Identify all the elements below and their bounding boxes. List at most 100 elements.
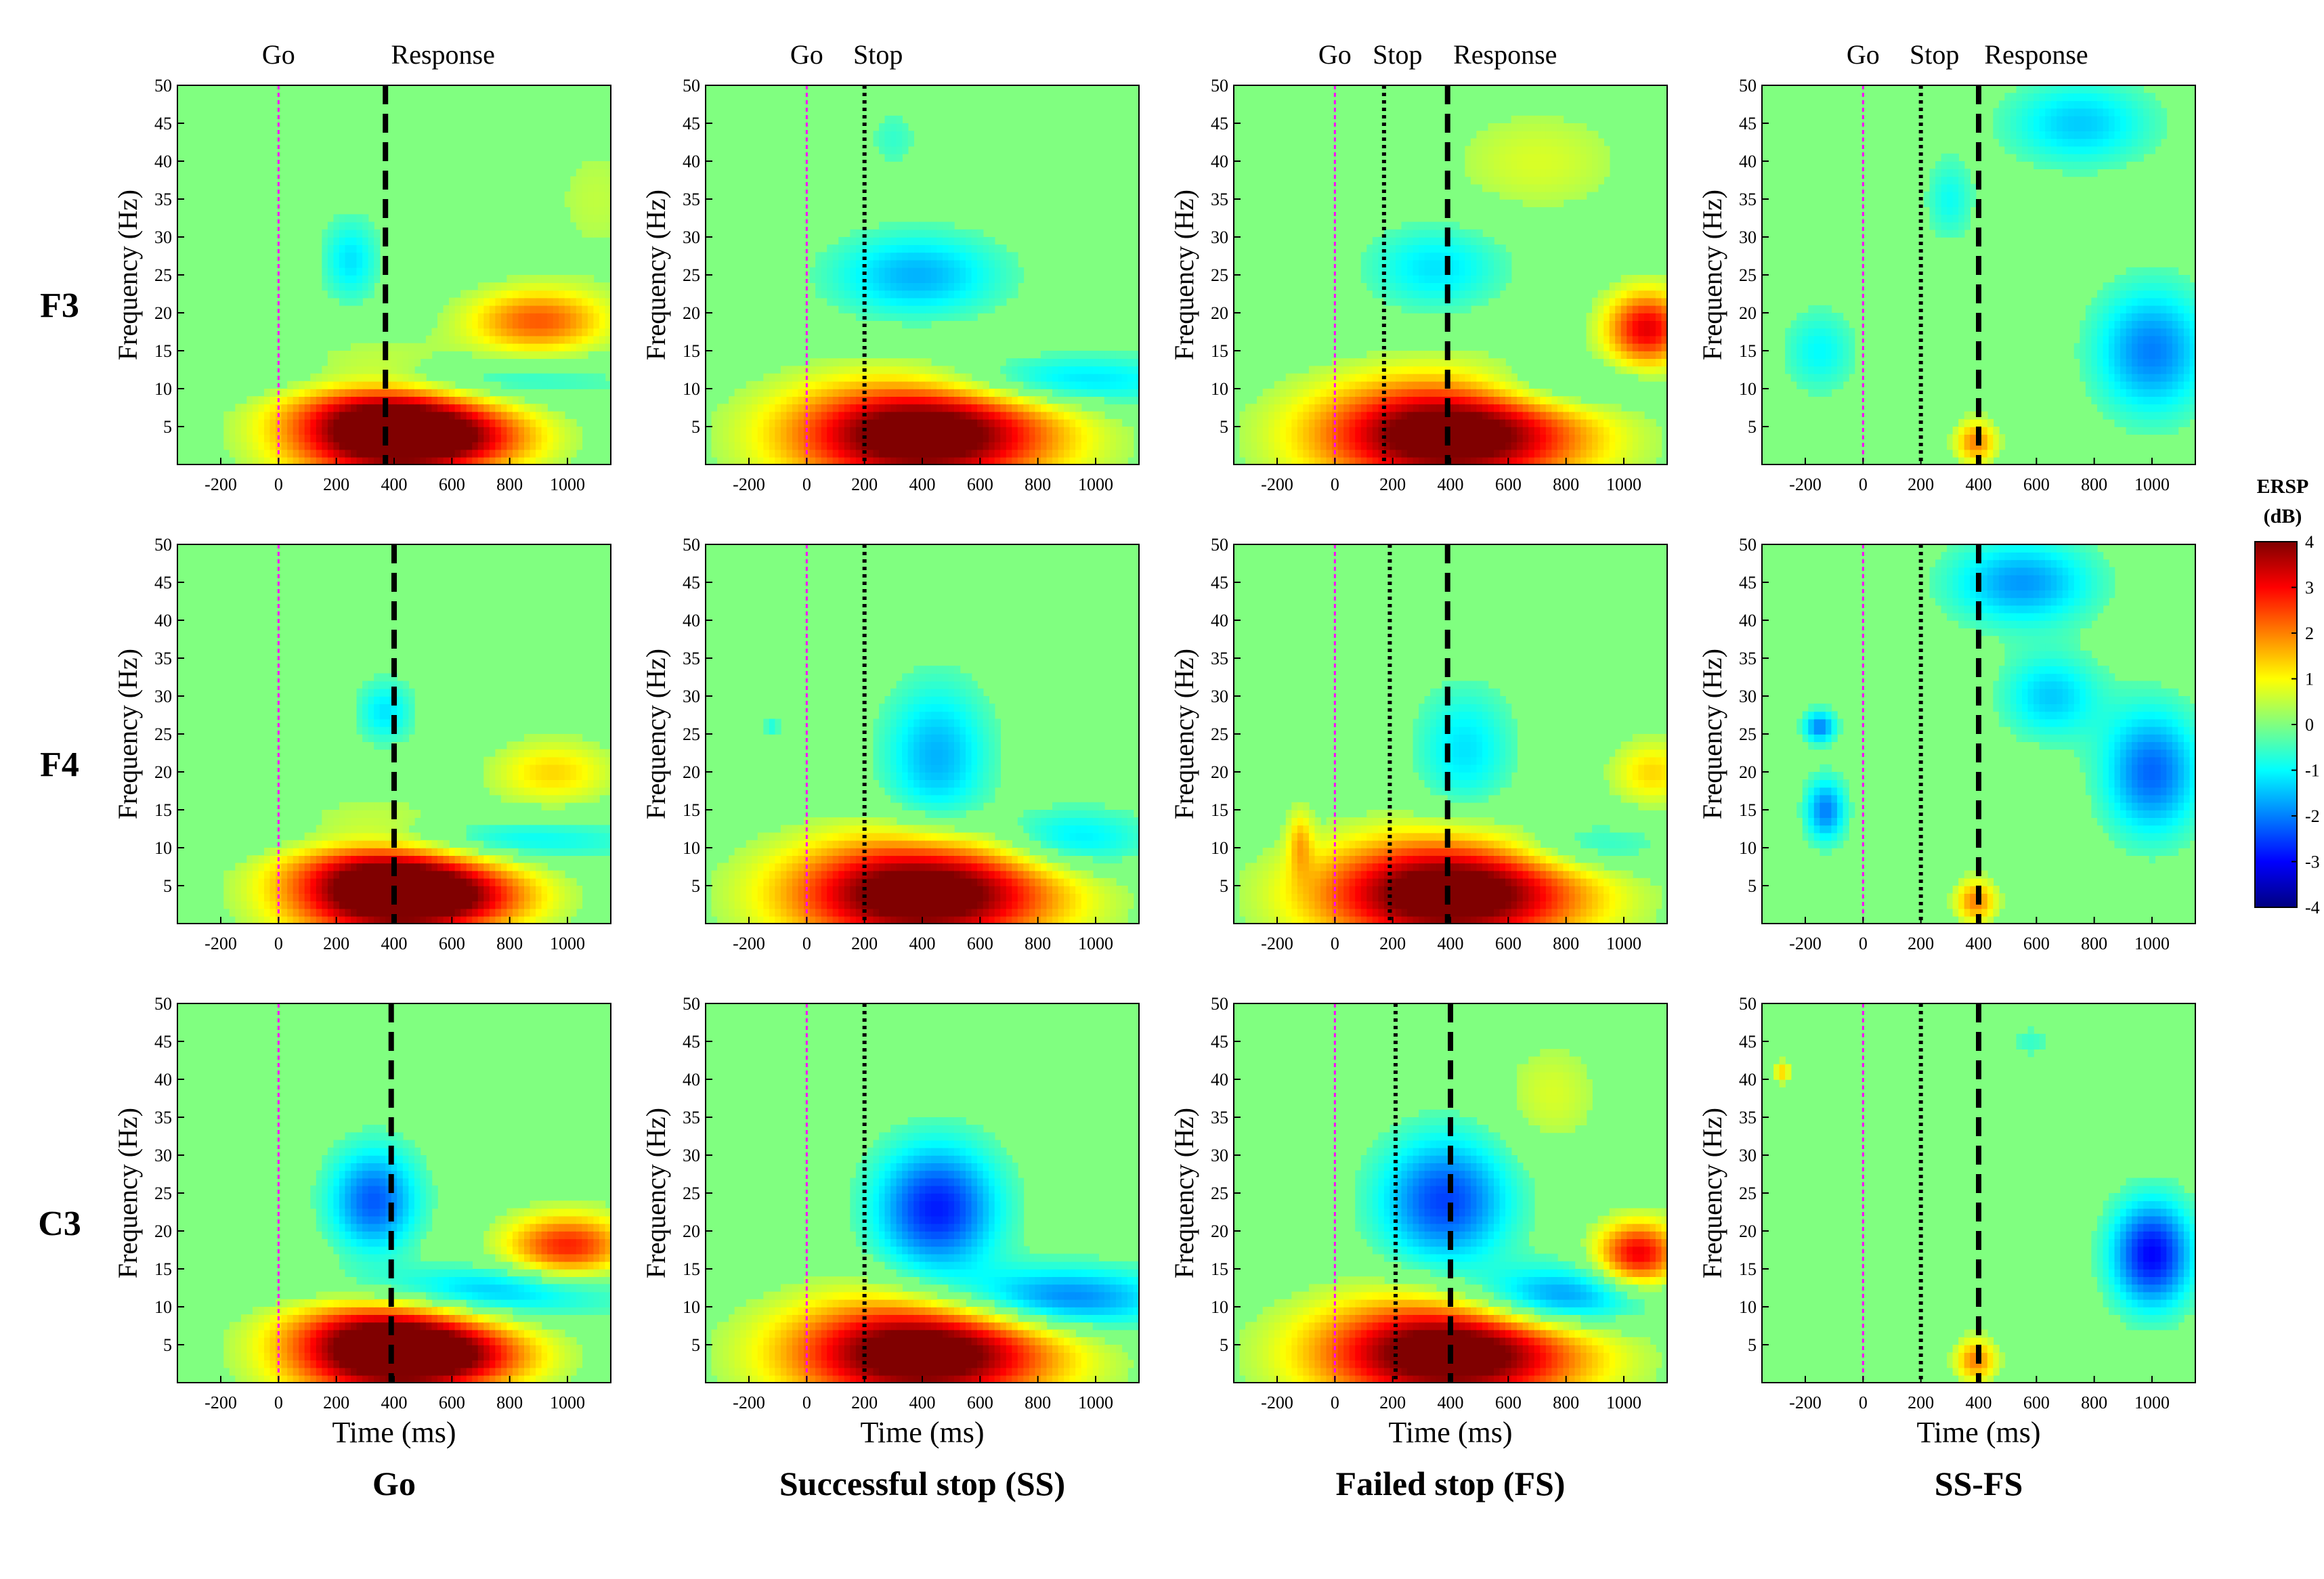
heat-cell — [1436, 351, 1442, 359]
heat-cell — [1098, 449, 1105, 458]
heat-cell — [792, 456, 799, 465]
heat-cell — [723, 441, 729, 450]
heat-cell — [844, 290, 851, 299]
heat-cell — [2126, 358, 2132, 367]
heat-cell — [746, 418, 753, 427]
heat-cell — [2178, 411, 2185, 420]
heat-cell — [844, 237, 851, 245]
heat-cell — [2114, 335, 2121, 344]
heat-cell — [1465, 358, 1471, 367]
heat-cell — [246, 449, 253, 458]
heat-cell — [1337, 396, 1344, 405]
heat-cell — [1401, 427, 1408, 435]
heat-cell — [420, 456, 427, 465]
heat-cell — [890, 259, 897, 268]
heat-cell — [2085, 381, 2092, 389]
heat-cell — [1075, 373, 1082, 382]
heat-cell — [2096, 396, 2104, 405]
heat-cell — [495, 434, 502, 443]
heat-cell — [327, 267, 335, 276]
heat-cell — [2004, 146, 2011, 154]
heat-cell — [345, 282, 351, 291]
heat-cell — [1499, 191, 1506, 200]
heat-cell — [798, 404, 804, 412]
heat-cell — [1935, 191, 1942, 200]
event-label: Response — [391, 39, 495, 70]
heat-cell — [351, 290, 358, 299]
heat-cell — [518, 373, 525, 382]
heat-cell — [1006, 358, 1013, 367]
heat-cell — [1285, 441, 1293, 450]
heat-cell — [821, 259, 827, 268]
heat-cell — [821, 373, 827, 382]
heat-cell — [1029, 441, 1036, 450]
heat-cell — [1436, 434, 1442, 443]
heat-cell — [1401, 305, 1408, 313]
heat-cell — [2096, 138, 2104, 147]
heat-cell — [1401, 297, 1408, 306]
heat-cell — [2166, 267, 2173, 276]
heat-cell — [1383, 282, 1391, 291]
heat-cell — [1522, 115, 1529, 124]
heat-cell — [258, 441, 265, 450]
heat-cell — [477, 313, 485, 321]
heat-cell — [757, 396, 765, 405]
heat-cell — [2189, 313, 2196, 321]
heat-cell — [786, 427, 793, 435]
heat-cell — [907, 297, 914, 306]
heat-cell — [1970, 434, 1977, 443]
heat-cell — [2137, 146, 2144, 154]
heat-cell — [374, 351, 381, 359]
y-tick-label: 35 — [683, 190, 700, 209]
heat-cell — [1006, 434, 1013, 443]
heat-cell — [1661, 343, 1668, 351]
heat-cell — [884, 229, 891, 238]
heat-cell — [431, 389, 438, 397]
heat-cell — [757, 404, 765, 412]
heat-cell — [1627, 366, 1633, 374]
heat-cell — [500, 418, 508, 427]
heat-cell — [2022, 131, 2029, 139]
heat-cell — [1808, 381, 1815, 389]
heat-cell — [2096, 161, 2104, 169]
heat-cell — [1023, 411, 1030, 420]
heat-cell — [437, 456, 444, 465]
heat-cell — [1006, 427, 1013, 435]
heat-cell — [1568, 434, 1576, 443]
heat-cell — [1465, 275, 1471, 283]
heat-cell — [449, 418, 456, 427]
heat-cell — [1563, 191, 1570, 200]
heat-cell — [1115, 396, 1123, 405]
heat-cell — [1499, 411, 1506, 420]
heat-cell — [582, 381, 588, 389]
heat-cell — [258, 449, 265, 458]
heat-cell — [1314, 418, 1321, 427]
heat-cell — [559, 343, 565, 351]
heat-cell — [1262, 411, 1269, 420]
heat-cell — [1476, 411, 1483, 420]
heat-cell — [1069, 411, 1076, 420]
heat-cell — [2143, 335, 2150, 344]
heat-cell — [1465, 290, 1471, 299]
heat-cell — [316, 418, 323, 427]
heat-cell — [299, 449, 305, 458]
heat-cell — [1970, 183, 1977, 192]
heat-cell — [593, 176, 600, 185]
heat-cell — [500, 404, 508, 412]
heat-cell — [1476, 396, 1483, 405]
heat-cell — [2160, 290, 2168, 299]
heat-cell — [345, 418, 351, 427]
heat-cell — [582, 335, 588, 344]
heat-cell — [368, 404, 374, 412]
heat-cell — [1447, 229, 1455, 238]
heat-cell — [913, 427, 920, 435]
heat-cell — [734, 449, 741, 458]
heat-cell — [757, 427, 765, 435]
heat-cell — [1121, 351, 1128, 359]
heat-cell — [1643, 441, 1651, 450]
heat-cell — [1540, 115, 1547, 124]
heat-cell — [1012, 389, 1018, 397]
heat-cell — [884, 237, 891, 245]
heat-cell — [1378, 237, 1385, 245]
heat-cell — [1609, 320, 1616, 329]
